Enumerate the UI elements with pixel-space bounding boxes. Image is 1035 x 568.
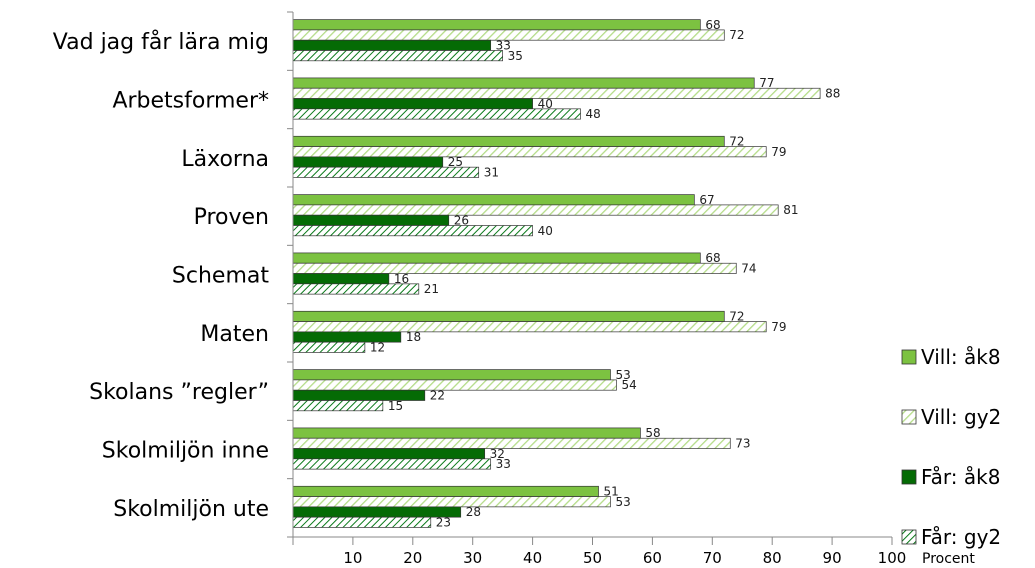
category-label: Skolans ”regler” <box>89 380 269 405</box>
bar <box>292 341 366 353</box>
x-tick-label: 60 <box>643 549 662 567</box>
data-label: 51 <box>603 485 618 499</box>
bar <box>292 496 611 508</box>
bar <box>292 214 450 226</box>
data-label: 40 <box>538 97 553 111</box>
x-tick-label: 40 <box>523 549 542 567</box>
legend-label: Vill: gy2 <box>921 405 1001 429</box>
bar <box>292 448 486 460</box>
bar <box>292 39 492 51</box>
x-axis-unit-label: Procent <box>922 551 975 567</box>
x-tick-label: 50 <box>583 549 602 567</box>
data-label: 72 <box>729 310 744 324</box>
bar <box>292 400 384 412</box>
data-label: 58 <box>645 426 660 440</box>
data-label: 79 <box>771 145 786 159</box>
data-label: 25 <box>448 155 463 169</box>
bar <box>292 77 755 89</box>
bar <box>292 225 533 237</box>
bar <box>292 427 641 439</box>
legend: Vill: åk8 Vill: gy2 Får: åk8 Får: gy2 <box>901 345 1001 549</box>
data-label: 72 <box>729 135 744 149</box>
x-tick-label: 80 <box>763 549 782 567</box>
data-label: 12 <box>370 340 385 354</box>
data-label: 33 <box>496 457 511 471</box>
category-label: Maten <box>200 322 269 347</box>
bar <box>292 87 821 99</box>
bar <box>292 252 701 264</box>
data-label: 18 <box>406 330 421 344</box>
bar <box>292 135 725 147</box>
category-label: Proven <box>194 205 269 230</box>
category-label: Skolmiljön ute <box>113 497 269 522</box>
data-label: 53 <box>615 495 630 509</box>
data-label: 33 <box>496 39 511 53</box>
category-label: Vad jag får lära mig <box>53 29 269 55</box>
data-label: 54 <box>621 378 636 392</box>
data-label: 88 <box>825 87 840 101</box>
data-label: 77 <box>759 76 774 90</box>
x-tick-label: 100 <box>878 549 907 567</box>
bar <box>292 262 737 274</box>
x-axis-ticks: 10 20 30 40 50 60 70 80 90 100 <box>343 537 906 567</box>
data-label: 73 <box>735 437 750 451</box>
data-labels: 6872333577884048727925316781264068741621… <box>370 18 841 530</box>
bar <box>292 458 492 470</box>
x-tick-label: 30 <box>463 549 482 567</box>
data-label: 16 <box>394 272 409 286</box>
bars <box>292 19 821 528</box>
category-label: Arbetsformer* <box>112 89 269 114</box>
bar <box>292 485 599 497</box>
data-label: 28 <box>466 505 481 519</box>
legend-label: Får: gy2 <box>921 525 1001 549</box>
category-label: Schemat <box>172 264 269 289</box>
bar <box>292 146 767 158</box>
bar <box>292 516 432 528</box>
data-label: 35 <box>508 49 523 63</box>
category-labels: Vad jag får lära mig Arbetsformer* Läxorna… <box>53 29 270 522</box>
category-label: Läxorna <box>181 147 269 172</box>
bar <box>292 273 390 285</box>
data-label: 21 <box>424 282 439 296</box>
legend-label: Vill: åk8 <box>921 345 1001 369</box>
bar <box>292 19 701 31</box>
data-label: 26 <box>454 214 469 228</box>
data-label: 81 <box>783 203 798 217</box>
x-tick-label: 10 <box>343 549 362 567</box>
legend-swatch <box>901 409 917 425</box>
data-label: 23 <box>436 515 451 529</box>
data-label: 32 <box>490 447 505 461</box>
data-label: 53 <box>615 368 630 382</box>
x-tick-label: 90 <box>823 549 842 567</box>
category-label: Skolmiljön inne <box>102 439 269 464</box>
data-label: 40 <box>538 224 553 238</box>
legend-label: Får: åk8 <box>921 465 1000 489</box>
data-label: 48 <box>586 107 601 121</box>
data-label: 67 <box>699 193 714 207</box>
bar <box>292 194 695 206</box>
data-label: 79 <box>771 320 786 334</box>
bar <box>292 379 617 391</box>
x-tick-label: 70 <box>703 549 722 567</box>
data-label: 15 <box>388 399 403 413</box>
data-label: 31 <box>484 165 499 179</box>
data-label: 72 <box>729 28 744 42</box>
bar <box>292 369 611 381</box>
bar <box>292 321 767 333</box>
legend-swatch <box>901 349 917 365</box>
x-tick-label: 20 <box>403 549 422 567</box>
data-label: 68 <box>705 18 720 32</box>
bar <box>292 156 444 168</box>
data-label: 68 <box>705 251 720 265</box>
bar <box>292 50 503 62</box>
bar <box>292 389 426 401</box>
bar <box>292 310 725 322</box>
legend-swatch <box>901 529 917 545</box>
legend-swatch <box>901 469 917 485</box>
data-label: 74 <box>741 262 756 276</box>
bar <box>292 437 731 449</box>
bar <box>292 98 533 110</box>
data-label: 22 <box>430 389 445 403</box>
